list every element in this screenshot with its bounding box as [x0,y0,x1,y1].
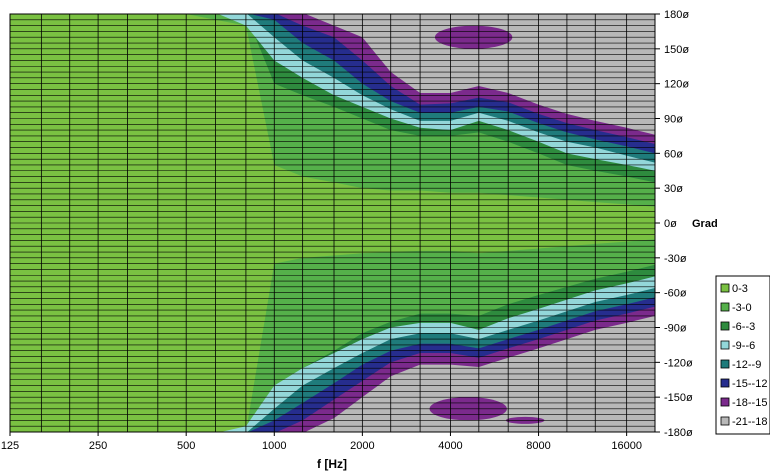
y-tick-label: -180ø [664,427,693,439]
y-tick-label: -150ø [664,392,693,404]
x-tick-label: 250 [89,440,107,452]
x-tick-label: 4000 [438,440,462,452]
legend-label: -21--18 [732,416,767,428]
y-tick-label: 60ø [664,148,683,160]
legend-label: -18--15 [732,397,767,409]
legend-label: -6--3 [732,321,755,333]
x-tick-label: 16000 [611,440,642,452]
x-axis-ticks: 125 250 500 1000 2000 4000 8000 16000 [1,432,642,452]
legend-swatch [721,379,729,387]
y-tick-label: 0ø [664,218,677,230]
legend-box [716,276,770,434]
legend-swatch [721,284,729,292]
legend-label: 0-3 [732,283,748,295]
legend-label: -15--12 [732,378,767,390]
y-axis-unit-label: Grad [692,218,718,230]
x-tick-label: 1000 [262,440,286,452]
x-tick-label: 125 [1,440,19,452]
legend-label: -3-0 [732,302,752,314]
legend-label: -9--6 [732,340,755,352]
y-tick-label: 180ø [664,9,689,21]
x-tick-label: 2000 [350,440,374,452]
x-tick-label: 8000 [526,440,550,452]
y-tick-label: -120ø [664,357,693,369]
y-tick-label: -30ø [664,253,687,265]
legend-label: -12--9 [732,359,761,371]
legend-swatch [721,398,729,406]
legend: 0-3 -3-0 -6--3 -9--6 -12--9 -15--12 -18--15 -21… [716,276,770,434]
x-tick-label: 500 [177,440,195,452]
legend-swatch [721,322,729,330]
plot-area [5,9,660,437]
y-tick-label: -90ø [664,323,687,335]
legend-swatch [721,360,729,368]
y-tick-label: 90ø [664,114,683,126]
y-tick-label: 150ø [664,44,689,56]
y-tick-label: 120ø [664,79,689,91]
legend-swatch [721,341,729,349]
x-axis-label: f [Hz] [317,457,347,471]
y-axis-ticks: 180ø 150ø 120ø 90ø 60ø 30ø 0ø -30ø -60ø -90ø -120ø… [655,9,693,439]
legend-swatch [721,417,729,425]
legend-swatch [721,303,729,311]
y-tick-label: 30ø [664,183,683,195]
y-tick-label: -60ø [664,288,687,300]
